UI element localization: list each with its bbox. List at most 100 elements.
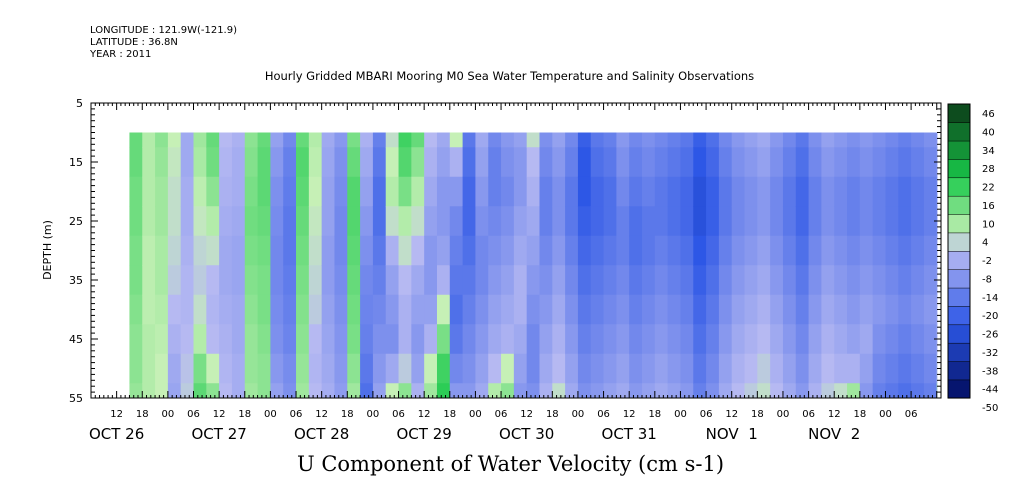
heatmap-cell: [270, 147, 284, 178]
heatmap-cell: [859, 324, 874, 355]
y-tick-label: 25: [69, 215, 83, 228]
colorbar-swatch: [947, 324, 971, 344]
heatmap-cell: [270, 206, 284, 237]
heatmap-cell: [449, 383, 464, 398]
heatmap-cell: [757, 324, 771, 355]
heatmap-cell: [180, 176, 195, 207]
heatmap-cell: [872, 147, 887, 178]
heatmap-cell: [321, 383, 336, 398]
heatmap-cell: [142, 324, 156, 355]
heatmap-cell: [885, 265, 899, 296]
heatmap-cell: [142, 235, 156, 266]
heatmap-cell: [782, 324, 797, 355]
heatmap-cell: [667, 383, 682, 398]
heatmap-cell: [283, 353, 297, 384]
heatmap-cell: [565, 265, 579, 296]
heatmap-cell: [129, 206, 143, 237]
heatmap-cell: [616, 265, 630, 296]
x-day-label: OCT 29: [397, 425, 452, 443]
heatmap-cell: [167, 235, 182, 266]
heatmap-cell: [706, 206, 720, 237]
x-day-label: OCT 26: [89, 425, 144, 443]
heatmap-cell: [321, 294, 336, 325]
heatmap-cell: [629, 265, 643, 296]
heatmap-cell: [936, 132, 938, 148]
heatmap-cell: [911, 147, 925, 178]
x-hour-label: 18: [853, 409, 866, 420]
heatmap-cell: [629, 353, 643, 384]
heatmap-cell: [603, 383, 617, 398]
colorbar-label: -44: [982, 385, 998, 396]
heatmap-cell: [923, 294, 938, 325]
heatmap-cell: [206, 265, 220, 296]
heatmap-cell: [526, 383, 541, 398]
heatmap-cell: [718, 383, 733, 398]
heatmap-cell: [577, 206, 592, 237]
colorbar-swatch: [947, 195, 971, 215]
heatmap-cell: [821, 324, 835, 355]
heatmap-cell: [539, 324, 553, 355]
heatmap-cell: [244, 147, 259, 178]
heatmap-cell: [693, 353, 707, 384]
colorbar-label: -26: [982, 330, 998, 341]
heatmap-cell: [167, 206, 182, 237]
heatmap-cell: [539, 294, 553, 325]
heatmap-cell: [513, 353, 528, 384]
heatmap-cell: [847, 294, 861, 325]
heatmap-cell: [411, 147, 425, 178]
heatmap-cell: [782, 147, 797, 178]
heatmap-cell: [706, 235, 720, 266]
heatmap-cell: [244, 132, 259, 148]
heatmap-cell: [834, 353, 848, 384]
heatmap-cell: [411, 294, 425, 325]
heatmap-cell: [398, 147, 412, 178]
heatmap-cell: [821, 353, 835, 384]
heatmap-cell: [321, 265, 336, 296]
heatmap-cell: [155, 147, 169, 178]
heatmap-cell: [629, 206, 643, 237]
colorbar-label: 28: [982, 164, 995, 175]
heatmap-cell: [334, 147, 348, 178]
colorbar-swatch: [947, 214, 971, 234]
heatmap-cell: [693, 147, 707, 178]
heatmap-cell: [859, 176, 874, 207]
heatmap-cell: [321, 353, 336, 384]
heatmap-cell: [270, 324, 284, 355]
heatmap-cell: [436, 132, 451, 148]
heatmap-cell: [436, 176, 451, 207]
heatmap-cell: [347, 324, 361, 355]
heatmap-cell: [296, 353, 310, 384]
heatmap-cell: [513, 206, 528, 237]
heatmap-cell: [603, 147, 617, 178]
heatmap-cell: [206, 324, 220, 355]
heatmap-cell: [475, 147, 489, 178]
heatmap-cell: [667, 235, 682, 266]
heatmap-cell: [283, 265, 297, 296]
heatmap-cell: [296, 176, 310, 207]
heatmap-cell: [488, 235, 502, 266]
heatmap-cell: [834, 383, 848, 398]
heatmap-cell: [360, 383, 374, 398]
heatmap-cell: [744, 176, 758, 207]
heatmap-cell: [283, 176, 297, 207]
colorbar-label: 40: [982, 127, 995, 138]
heatmap-cell: [308, 206, 323, 237]
heatmap-cell: [693, 176, 707, 207]
heatmap-cell: [565, 383, 579, 398]
heatmap-cell: [590, 132, 605, 148]
heatmap-cell: [590, 176, 605, 207]
heatmap-cell: [911, 235, 925, 266]
heatmap-cell: [847, 265, 861, 296]
heatmap-cell: [206, 294, 220, 325]
heatmap-cell: [436, 324, 451, 355]
heatmap-cell: [372, 294, 387, 325]
heatmap-cell: [898, 353, 912, 384]
heatmap-cell: [834, 132, 848, 148]
colorbar-label: -8: [982, 274, 992, 285]
heatmap-cell: [360, 147, 374, 178]
longitude-label: LONGITUDE : 121.9W(-121.9): [90, 25, 237, 36]
heatmap-cell: [744, 265, 758, 296]
heatmap-cell: [923, 176, 938, 207]
heatmap-cell: [347, 132, 361, 148]
heatmap-cell: [770, 324, 784, 355]
